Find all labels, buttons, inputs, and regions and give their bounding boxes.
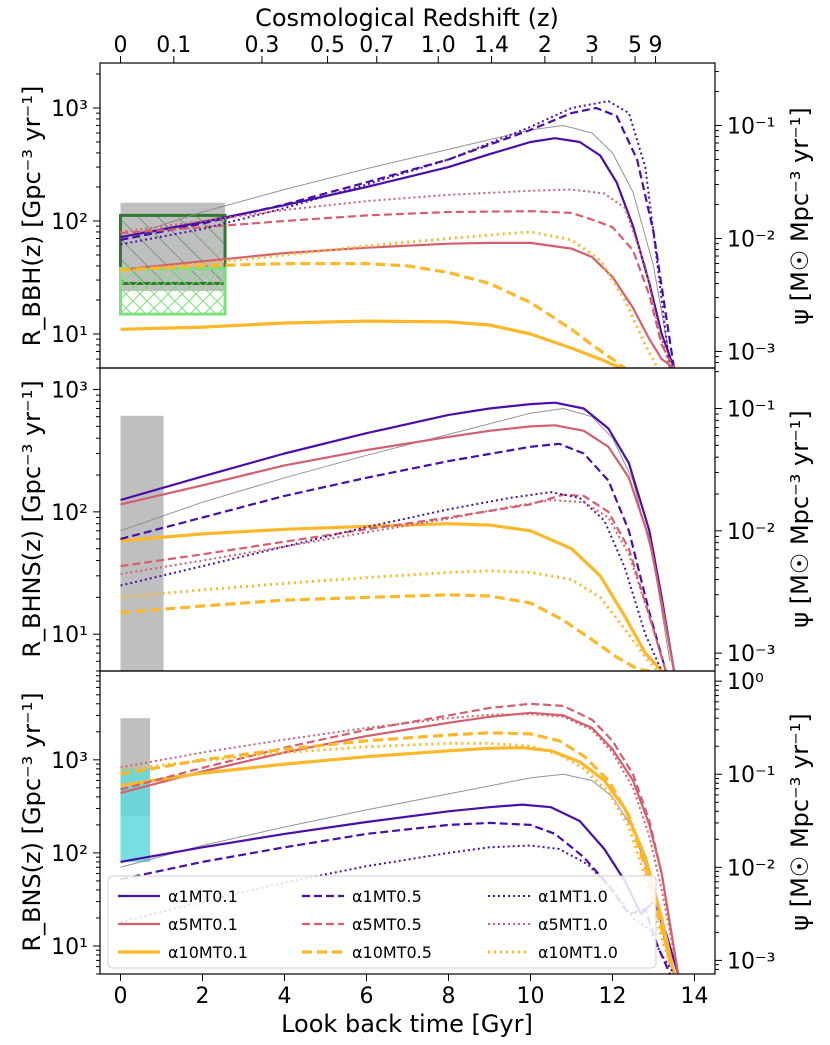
bhns-line-alpha1mt0-5 bbox=[120, 442, 667, 671]
redshift-tick-label: 0.7 bbox=[359, 33, 394, 58]
bhns-panel: 10¹ 10² 10³ 10⁻³ 10⁻² 10⁻¹ bbox=[51, 367, 775, 672]
bns-ylabel: R_BNS(z) [Gpc⁻³ yr⁻¹] bbox=[18, 692, 46, 951]
redshift-tick-label: 1.0 bbox=[421, 33, 456, 58]
xtick-label: 4 bbox=[278, 984, 292, 1009]
legend-label-alpha5mt0-5: α5MT0.5 bbox=[352, 915, 422, 934]
bbh-observations bbox=[119, 202, 227, 316]
bns-ytick-label: 10¹ bbox=[51, 935, 88, 960]
bhns-line-alpha10mt0-5 bbox=[120, 593, 650, 671]
redshift-tick-label: 2 bbox=[538, 33, 552, 58]
xtick-label: 10 bbox=[517, 984, 545, 1009]
redshift-tick-label: 0 bbox=[114, 33, 128, 58]
bns-psitick-label: 10⁻³ bbox=[727, 949, 775, 974]
bbh-line-alpha10mt0-1 bbox=[120, 319, 622, 368]
legend-label-alpha10mt0-1: α10MT0.1 bbox=[168, 943, 248, 962]
bbh-psi-label: ψ [M☉ Mpc⁻³ yr⁻¹] bbox=[786, 107, 814, 324]
bbh-series bbox=[120, 100, 676, 368]
redshift-tick-label: 0.3 bbox=[244, 33, 279, 58]
legend-label-alpha1mt1-0: α1MT1.0 bbox=[538, 887, 608, 906]
bhns-psitick-label: 10⁻³ bbox=[727, 642, 775, 667]
redshift-tick-label: 1.4 bbox=[474, 33, 509, 58]
bhns-line-alpha5mt0-1 bbox=[120, 424, 676, 671]
xtick-label: 14 bbox=[681, 984, 709, 1009]
legend: α1MT0.1 α1MT0.5 α1MT1.0 α5MT0.1 α5MT0.5 α5MT1… bbox=[107, 875, 657, 969]
bbh-line-alpha5mt1-0 bbox=[120, 188, 671, 368]
legend-label-alpha10mt1-0: α10MT1.0 bbox=[538, 943, 618, 962]
bns-psitick-label: 10⁻¹ bbox=[727, 763, 775, 788]
bbh-line-alpha10mt1-0 bbox=[120, 230, 659, 368]
bbh-ytick-label: 10² bbox=[51, 210, 88, 235]
bns-line-alpha5mt0-1 bbox=[120, 711, 680, 974]
redshift-tick-group: 0 0.1 0.3 0.5 0.7 1.0 1.4 2 3 5 9 bbox=[114, 33, 663, 63]
bbh-ytick-label: 10³ bbox=[51, 97, 88, 122]
xtick-label: 2 bbox=[196, 984, 210, 1009]
bbh-psitick-label: 10⁻¹ bbox=[727, 114, 775, 139]
legend-label-alpha10mt0-5: α10MT0.5 bbox=[352, 943, 432, 962]
bbh-psitick-label: 10⁻² bbox=[727, 227, 775, 252]
legend-box bbox=[107, 875, 657, 969]
redshift-tick-label: 5 bbox=[628, 33, 642, 58]
legend-label-alpha5mt0-1: α5MT0.1 bbox=[168, 915, 238, 934]
bns-line-alpha5mt1-0 bbox=[120, 713, 680, 974]
bhns-ylabel: R_BHNS(z) [Gpc⁻³ yr⁻¹] bbox=[18, 380, 46, 657]
redshift-tick-label: 0.5 bbox=[310, 33, 345, 58]
xtick-label: 0 bbox=[114, 984, 128, 1009]
top-axis-label: Cosmological Redshift (z) bbox=[255, 4, 559, 32]
bhns-line-alpha1mt0-1 bbox=[120, 401, 676, 671]
bns-ytick-label: 10² bbox=[51, 842, 88, 867]
bhns-ytick-label: 10³ bbox=[51, 379, 88, 404]
bhns-psitick-label: 10⁻¹ bbox=[727, 397, 775, 422]
bns-line-alpha10mt1-0 bbox=[120, 741, 676, 974]
bbh-panel: 10¹ 10² 10³ 10⁻³ 10⁻² 10⁻¹ bbox=[51, 62, 775, 369]
bhns-psi-label: ψ [M☉ Mpc⁻³ yr⁻¹] bbox=[786, 410, 814, 627]
legend-label-alpha5mt1-0: α5MT1.0 bbox=[538, 915, 608, 934]
redshift-tick-label: 0.1 bbox=[156, 33, 191, 58]
bhns-obs-bhnsrateband bbox=[120, 415, 164, 671]
x-axis-label: Look back time [Gyr] bbox=[281, 1010, 533, 1038]
bbh-line-alpha5mt0-1 bbox=[120, 241, 675, 368]
bbh-line-alpha10mt0-5 bbox=[120, 262, 626, 368]
redshift-tick-label: 3 bbox=[585, 33, 599, 58]
bhns-line-alpha1mt1-0 bbox=[120, 491, 663, 671]
legend-label-alpha1mt0-1: α1MT0.1 bbox=[168, 887, 238, 906]
legend-label-alpha1mt0-5: α1MT0.5 bbox=[352, 887, 422, 906]
bns-psitick-label: 10⁻² bbox=[727, 856, 775, 881]
bbh-ylabel: R_BBH(z) [Gpc⁻³ yr⁻¹] bbox=[18, 86, 46, 347]
bns-psi-label: ψ [M☉ Mpc⁻³ yr⁻¹] bbox=[786, 713, 814, 930]
redshift-tick-label: 9 bbox=[649, 33, 663, 58]
bbh-line-alpha5mt0-5 bbox=[120, 210, 675, 368]
bhns-series bbox=[120, 401, 676, 671]
bbh-obs-lightgreenhatchedbox bbox=[119, 266, 227, 316]
bhns-line-alpha10mt0-1 bbox=[120, 522, 663, 671]
bbh-psitick-label: 10⁻³ bbox=[727, 340, 775, 365]
bhns-ytick-label: 10¹ bbox=[51, 623, 88, 648]
bhns-psitick-label: 10⁻² bbox=[727, 520, 775, 545]
bhns-line-alpha5mt0-5 bbox=[120, 493, 667, 671]
bhns-line-alpha10mt1-0 bbox=[120, 569, 659, 671]
bhns-line-sfr bbox=[120, 408, 671, 662]
bhns-line-alpha5mt1-0 bbox=[120, 499, 667, 671]
bbh-line-sfr bbox=[120, 125, 671, 360]
bbh-ytick-label: 10¹ bbox=[51, 323, 88, 348]
bns-line-alpha5mt0-5 bbox=[120, 702, 680, 974]
xtick-label: 6 bbox=[360, 984, 374, 1009]
bns-line-alpha10mt0-5 bbox=[120, 731, 676, 974]
bhns-observations bbox=[120, 415, 164, 671]
bns-line-alpha10mt0-1 bbox=[120, 746, 676, 974]
xtick-label: 8 bbox=[442, 984, 456, 1009]
bns-ytick-label: 10³ bbox=[51, 749, 88, 774]
bbh-line-alpha1mt1-0 bbox=[120, 100, 671, 368]
bns-psitick-label: 10⁰ bbox=[727, 670, 764, 695]
xtick-label: 12 bbox=[599, 984, 627, 1009]
bhns-ytick-label: 10² bbox=[51, 501, 88, 526]
bns-panel: 10¹ 10² 10³ 10⁻³ 10⁻² 10⁻¹ 10⁰ 0 2 4 6 8 10 12 14 bbox=[51, 670, 775, 1009]
